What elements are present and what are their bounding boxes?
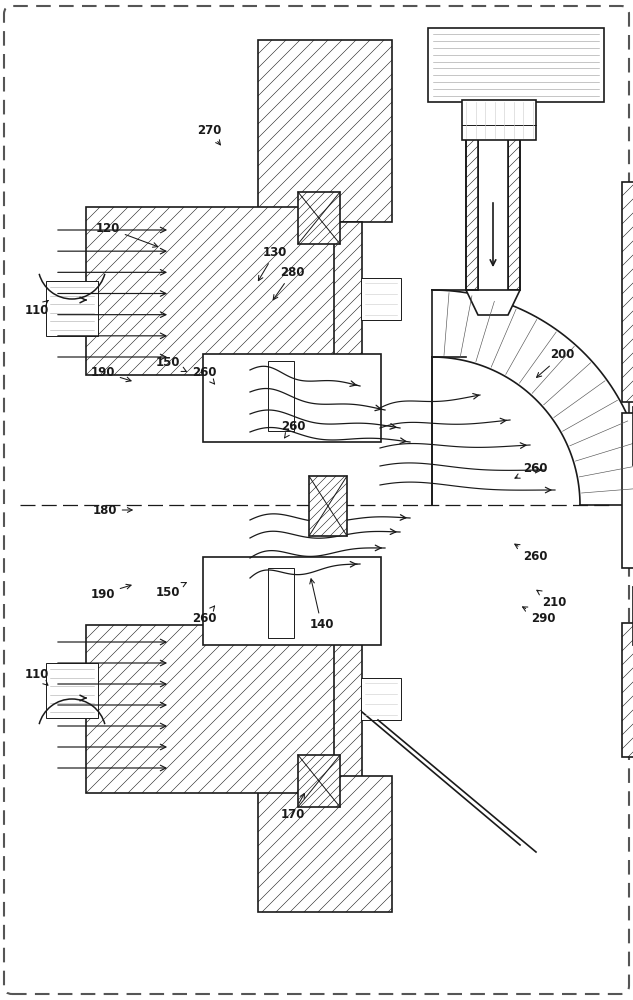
- Bar: [86, 625, 334, 793]
- Bar: [298, 192, 340, 244]
- Text: 210: 210: [537, 590, 566, 608]
- Text: 260: 260: [281, 420, 305, 438]
- Bar: [288, 603, 362, 778]
- Bar: [462, 100, 536, 140]
- Text: 140: 140: [310, 579, 334, 632]
- Text: 170: 170: [280, 793, 304, 822]
- Bar: [466, 138, 478, 290]
- Bar: [258, 40, 392, 222]
- Bar: [428, 28, 604, 102]
- Text: 190: 190: [91, 365, 131, 382]
- Bar: [622, 182, 633, 402]
- Text: 280: 280: [273, 265, 304, 300]
- Text: 130: 130: [258, 245, 287, 281]
- Text: 110: 110: [25, 301, 49, 316]
- Text: 260: 260: [192, 606, 216, 624]
- Bar: [268, 361, 294, 431]
- Bar: [622, 623, 633, 757]
- Bar: [203, 557, 381, 645]
- Bar: [258, 776, 392, 912]
- Bar: [203, 354, 381, 442]
- FancyBboxPatch shape: [4, 6, 629, 994]
- Text: 260: 260: [192, 365, 216, 384]
- Bar: [508, 138, 520, 290]
- Text: 260: 260: [515, 462, 547, 478]
- Text: 200: 200: [537, 349, 574, 377]
- Bar: [361, 278, 401, 320]
- Text: 180: 180: [92, 504, 132, 516]
- Text: 260: 260: [515, 544, 547, 564]
- Text: 150: 150: [156, 356, 186, 371]
- Bar: [46, 663, 98, 718]
- Polygon shape: [466, 290, 520, 315]
- Text: 110: 110: [25, 668, 49, 685]
- Text: 290: 290: [522, 607, 555, 624]
- Bar: [622, 413, 633, 568]
- Bar: [298, 755, 340, 807]
- Text: 190: 190: [91, 584, 131, 600]
- Bar: [268, 568, 294, 638]
- Bar: [361, 678, 401, 720]
- Text: 270: 270: [197, 123, 221, 145]
- Bar: [288, 222, 362, 397]
- Text: 150: 150: [156, 583, 186, 598]
- Text: 120: 120: [96, 222, 158, 247]
- Bar: [46, 281, 98, 336]
- Bar: [86, 207, 334, 375]
- Bar: [309, 476, 347, 536]
